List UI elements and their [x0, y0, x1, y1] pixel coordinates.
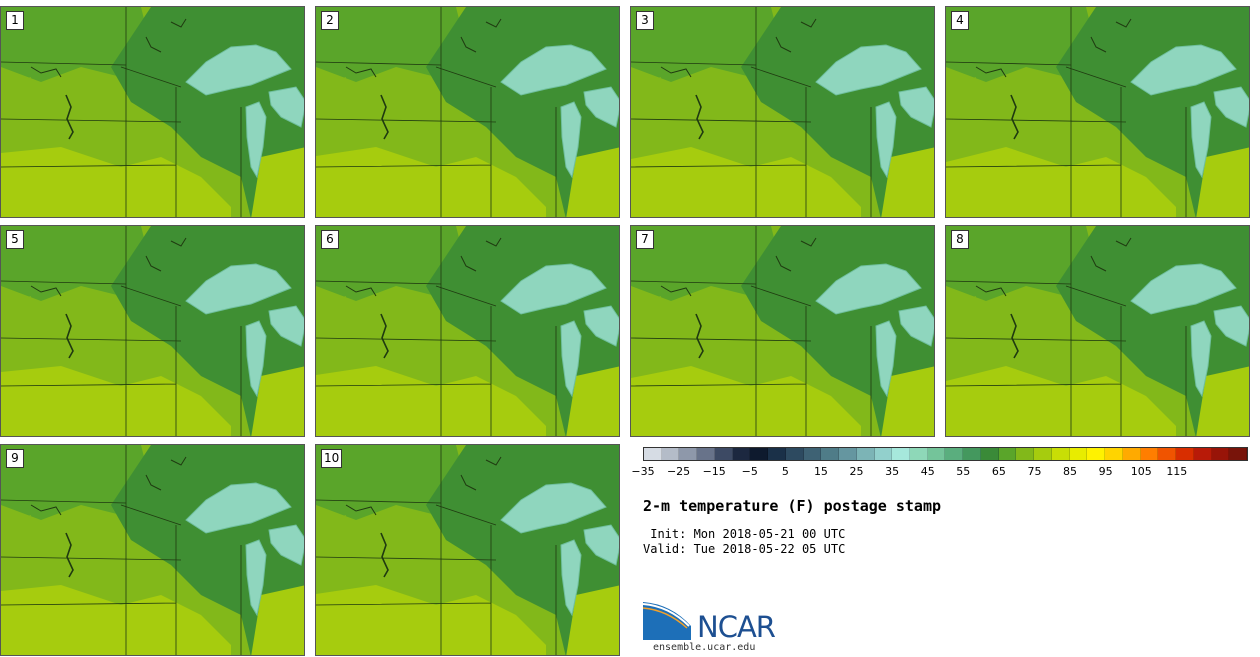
map-panel-8: 8: [945, 225, 1250, 437]
colorbar-cell: [821, 448, 840, 460]
colorbar-cell: [1193, 448, 1212, 460]
colorbar-cell: [980, 448, 999, 460]
colorbar-tick-label: 95: [1098, 465, 1113, 478]
temperature-field-map: [316, 445, 619, 655]
temperature-field-map: [946, 226, 1249, 436]
colorbar-cell: [697, 448, 715, 460]
colorbar-tick-label: −25: [666, 465, 691, 478]
colorbar-cell: [1087, 448, 1106, 460]
colorbar-cell: [1016, 448, 1035, 460]
colorbar-tick-label: 75: [1027, 465, 1042, 478]
temperature-field-map: [1, 226, 304, 436]
panel-number: 2: [321, 11, 339, 30]
colorbar-cell: [856, 448, 875, 460]
map-panel-2: 2: [315, 6, 620, 218]
colorbar-cell: [1105, 448, 1123, 460]
panel-number: 6: [321, 230, 339, 249]
temperature-field-map: [1, 7, 304, 217]
panel-number: 1: [6, 11, 24, 30]
panel-number: 7: [636, 230, 654, 249]
init-time: Init: Mon 2018-05-21 00 UTC: [643, 527, 846, 541]
colorbar-tick-label: −15: [702, 465, 726, 478]
panel-number: 9: [6, 449, 24, 468]
map-panel-7: 7: [630, 225, 935, 437]
colorbar-tick-label: 85: [1063, 465, 1078, 478]
colorbar-tick-label: 15: [813, 465, 828, 478]
colorbar-cell: [679, 448, 698, 460]
map-panel-5: 5: [0, 225, 305, 437]
colorbar-cell: [803, 448, 822, 460]
colorbar-cell: [785, 448, 804, 460]
colorbar-tick-label: 25: [849, 465, 864, 478]
colorbar-tick-label: −5: [741, 465, 758, 478]
ncar-logo-text: NCAR: [697, 610, 776, 644]
colorbar-cell: [910, 448, 928, 460]
panel-number: 3: [636, 11, 654, 30]
ncar-logo-icon: [643, 602, 691, 640]
colorbar-tick-label: 105: [1130, 465, 1152, 478]
colorbar-cell: [1034, 448, 1052, 460]
colorbar-tick-label: 45: [920, 465, 935, 478]
colorbar-tick-label: 65: [991, 465, 1006, 478]
colorbar-cell: [1069, 448, 1088, 460]
colorbar-cell: [963, 448, 981, 460]
panel-number: 4: [951, 11, 969, 30]
panel-number: 10: [321, 449, 343, 468]
colorbar-tick-label: 55: [956, 465, 971, 478]
temperature-field-map: [631, 7, 934, 217]
ncar-url: ensemble.ucar.edu: [653, 642, 756, 653]
map-panel-1: 1: [0, 6, 305, 218]
colorbar-tick-label: 5: [781, 465, 789, 478]
map-panel-10: 10: [315, 444, 620, 656]
colorbar-cell: [750, 448, 769, 460]
colorbar-cell: [1140, 448, 1159, 460]
valid-time: Valid: Tue 2018-05-22 05 UTC: [643, 542, 846, 556]
temperature-field-map: [631, 226, 934, 436]
colorbar-cell: [1176, 448, 1194, 460]
map-panel-3: 3: [630, 6, 935, 218]
colorbar-tick-labels: −35 −25 −15 −5 5 15 25 35 45 55 65 75 85 95 105 115: [631, 465, 1248, 481]
colorbar-cell: [945, 448, 964, 460]
temperature-colorbar: [643, 447, 1248, 461]
map-panel-4: 4: [945, 6, 1250, 218]
map-panel-6: 6: [315, 225, 620, 437]
colorbar-cell: [998, 448, 1017, 460]
colorbar-cell: [839, 448, 857, 460]
panel-number: 5: [6, 230, 24, 249]
colorbar-cell: [1211, 448, 1230, 460]
colorbar-tick-label: −35: [631, 465, 655, 478]
temperature-field-map: [316, 226, 619, 436]
panel-number: 8: [951, 230, 969, 249]
colorbar-cell: [768, 448, 786, 460]
colorbar-cell: [644, 448, 662, 460]
temperature-field-map: [316, 7, 619, 217]
figure-title: 2-m temperature (F) postage stamp: [643, 497, 942, 515]
colorbar-cell: [874, 448, 893, 460]
colorbar-cell: [661, 448, 680, 460]
colorbar-cell: [1051, 448, 1070, 460]
map-panel-9: 9: [0, 444, 305, 656]
colorbar-cell: [1229, 448, 1247, 460]
temperature-field-map: [946, 7, 1249, 217]
colorbar-tick-label: 35: [885, 465, 900, 478]
colorbar-cell: [892, 448, 911, 460]
colorbar-tick-label: 115: [1166, 465, 1188, 478]
colorbar-cell: [732, 448, 751, 460]
colorbar-cell: [1158, 448, 1177, 460]
colorbar-cell: [1122, 448, 1141, 460]
colorbar-cell: [927, 448, 946, 460]
colorbar-cell: [714, 448, 733, 460]
temperature-field-map: [1, 445, 304, 655]
